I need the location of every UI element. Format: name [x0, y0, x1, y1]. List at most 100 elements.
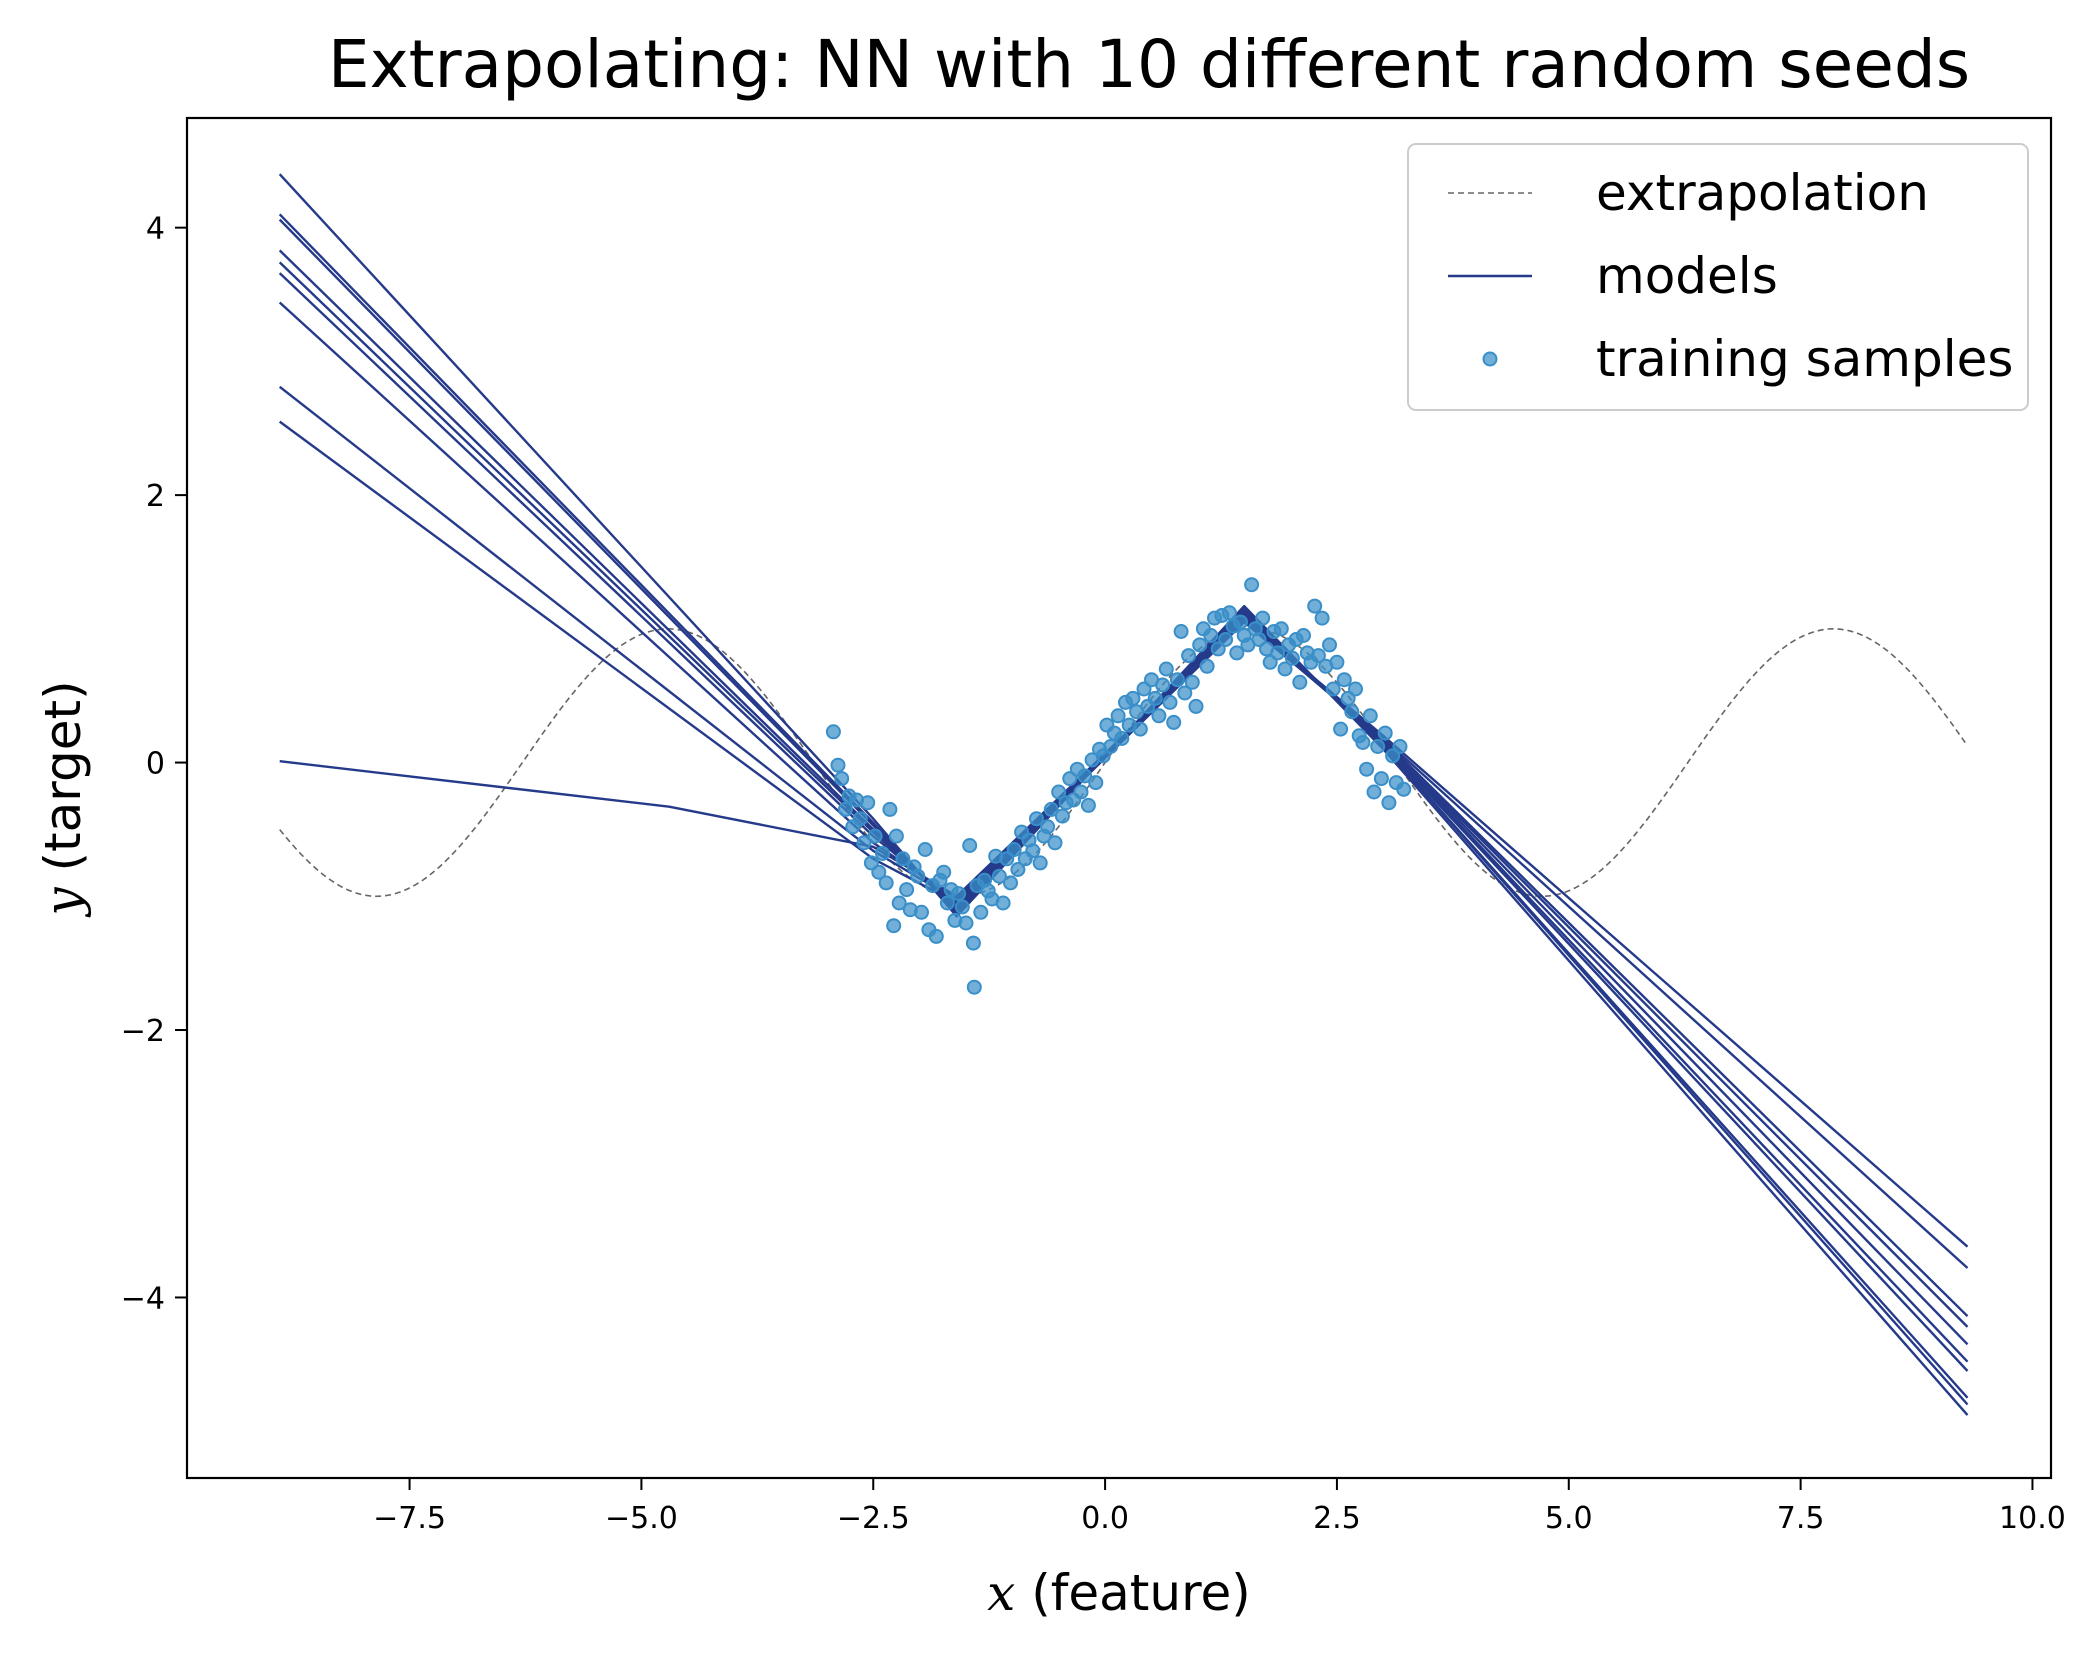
y-tick-label: 0	[146, 747, 165, 782]
training-sample-point	[1314, 610, 1330, 626]
y-axis-label-text: (target)	[34, 680, 92, 887]
training-sample-point	[1010, 862, 1026, 877]
training-sample-point	[1366, 784, 1382, 800]
x-tick-label: 0.0	[1081, 1501, 1129, 1536]
training-sample-point	[1362, 708, 1378, 724]
training-sample-point	[1073, 784, 1089, 800]
model-line	[278, 272, 1969, 1346]
plot-area	[185, 116, 2053, 1480]
training-sample-point	[1184, 674, 1200, 690]
legend-box	[1407, 143, 2029, 411]
training-sample-point	[1199, 658, 1215, 674]
training-sample-point	[1322, 637, 1337, 653]
x-axis-variable: x	[987, 1564, 1015, 1622]
training-sample-point	[914, 904, 929, 920]
model-line	[278, 420, 1969, 1269]
training-sample-point	[878, 875, 894, 891]
training-sample-point	[1173, 624, 1189, 639]
training-sample-point	[888, 828, 904, 844]
training-sample-point	[995, 895, 1011, 911]
training-sample-point	[860, 795, 876, 811]
training-sample-point	[1040, 819, 1056, 835]
training-sample-point	[1025, 843, 1041, 859]
model-line	[278, 301, 1969, 1328]
legend: extrapolation models training samples	[1407, 143, 2029, 411]
training-sample-point	[834, 771, 850, 787]
legend-samples-swatch	[1482, 351, 1498, 367]
training-sample-point	[1333, 721, 1349, 737]
training-sample-point	[899, 882, 915, 898]
y-axis-label: y (target)	[34, 680, 92, 917]
y-tick-label: −4	[121, 1281, 165, 1316]
model-line	[278, 261, 1969, 1363]
training-sample-point	[962, 838, 978, 853]
training-sample-point	[954, 899, 970, 915]
training-sample-point	[1392, 739, 1408, 754]
training-sample-point	[910, 868, 926, 884]
training-sample-point	[1088, 775, 1104, 791]
training-sample-point	[966, 979, 982, 995]
training-sample-point	[1359, 761, 1375, 777]
extrapolation-line	[279, 627, 1969, 898]
x-axis: −7.5 −5.0 −2.5 0.0 2.5 5.0 7.5 10.0	[373, 1478, 2066, 1536]
training-sample-point	[1080, 797, 1096, 813]
training-sample-point	[871, 864, 887, 880]
training-sample-point	[1373, 771, 1389, 787]
y-tick-label: −2	[121, 1014, 165, 1049]
training-sample-point	[1054, 808, 1070, 824]
x-tick-label: 5.0	[1545, 1501, 1593, 1536]
training-sample-point	[830, 757, 846, 773]
training-sample-point	[1032, 855, 1048, 871]
training-sample-point	[1284, 650, 1300, 666]
training-sample-point	[1307, 598, 1323, 614]
training-sample-point	[1355, 735, 1371, 750]
training-sample-point	[895, 851, 911, 867]
training-sample-point	[1377, 725, 1393, 741]
training-sample-point	[825, 724, 841, 740]
training-sample-point	[1221, 605, 1237, 621]
training-sample-point	[928, 928, 944, 944]
x-tick-label: 10.0	[1999, 1501, 2066, 1536]
training-sample-point	[1188, 698, 1204, 714]
training-sample-point	[1396, 781, 1412, 797]
y-axis-variable: y	[34, 887, 92, 918]
training-sample-point	[991, 868, 1007, 884]
training-sample-point	[1348, 681, 1363, 697]
model-line	[278, 249, 1969, 1372]
training-sample-point	[1166, 714, 1182, 730]
training-sample-point	[939, 895, 955, 911]
legend-label: models	[1596, 247, 1778, 305]
training-sample-point	[1181, 648, 1197, 664]
training-sample-point	[1255, 610, 1271, 626]
x-axis-label: x (feature)	[987, 1564, 1251, 1622]
y-tick-label: 2	[146, 479, 165, 514]
training-sample-point	[951, 886, 967, 902]
training-sample-point	[1229, 645, 1245, 661]
legend-label: training samples	[1596, 330, 2013, 388]
series-layer	[278, 173, 1969, 1416]
training-sample-point	[1006, 842, 1022, 857]
training-sample-point	[1329, 654, 1345, 670]
training-sample-point	[1155, 677, 1171, 693]
x-tick-label: −2.5	[837, 1501, 910, 1536]
x-tick-label: 2.5	[1313, 1501, 1361, 1536]
training-sample-point	[1296, 628, 1311, 643]
training-sample-point	[1162, 694, 1178, 710]
training-sample-point	[1270, 645, 1286, 661]
training-sample-point	[1344, 704, 1360, 720]
chart-title: Extrapolating: NN with 10 different rand…	[328, 26, 1970, 103]
x-axis-label-text: (feature)	[1015, 1564, 1250, 1622]
training-sample-point	[973, 904, 989, 920]
training-sample-point	[1370, 739, 1386, 754]
training-sample-point	[1203, 628, 1219, 643]
training-sample-point	[1233, 614, 1248, 630]
training-sample-point	[867, 828, 883, 844]
training-sample-point	[1292, 674, 1308, 690]
training-sample-point	[875, 846, 890, 861]
training-sample-point	[936, 864, 952, 880]
training-sample-point	[837, 801, 853, 817]
training-sample-point	[1114, 731, 1130, 746]
training-sample-point	[1325, 681, 1341, 697]
training-sample-point	[1103, 739, 1119, 754]
